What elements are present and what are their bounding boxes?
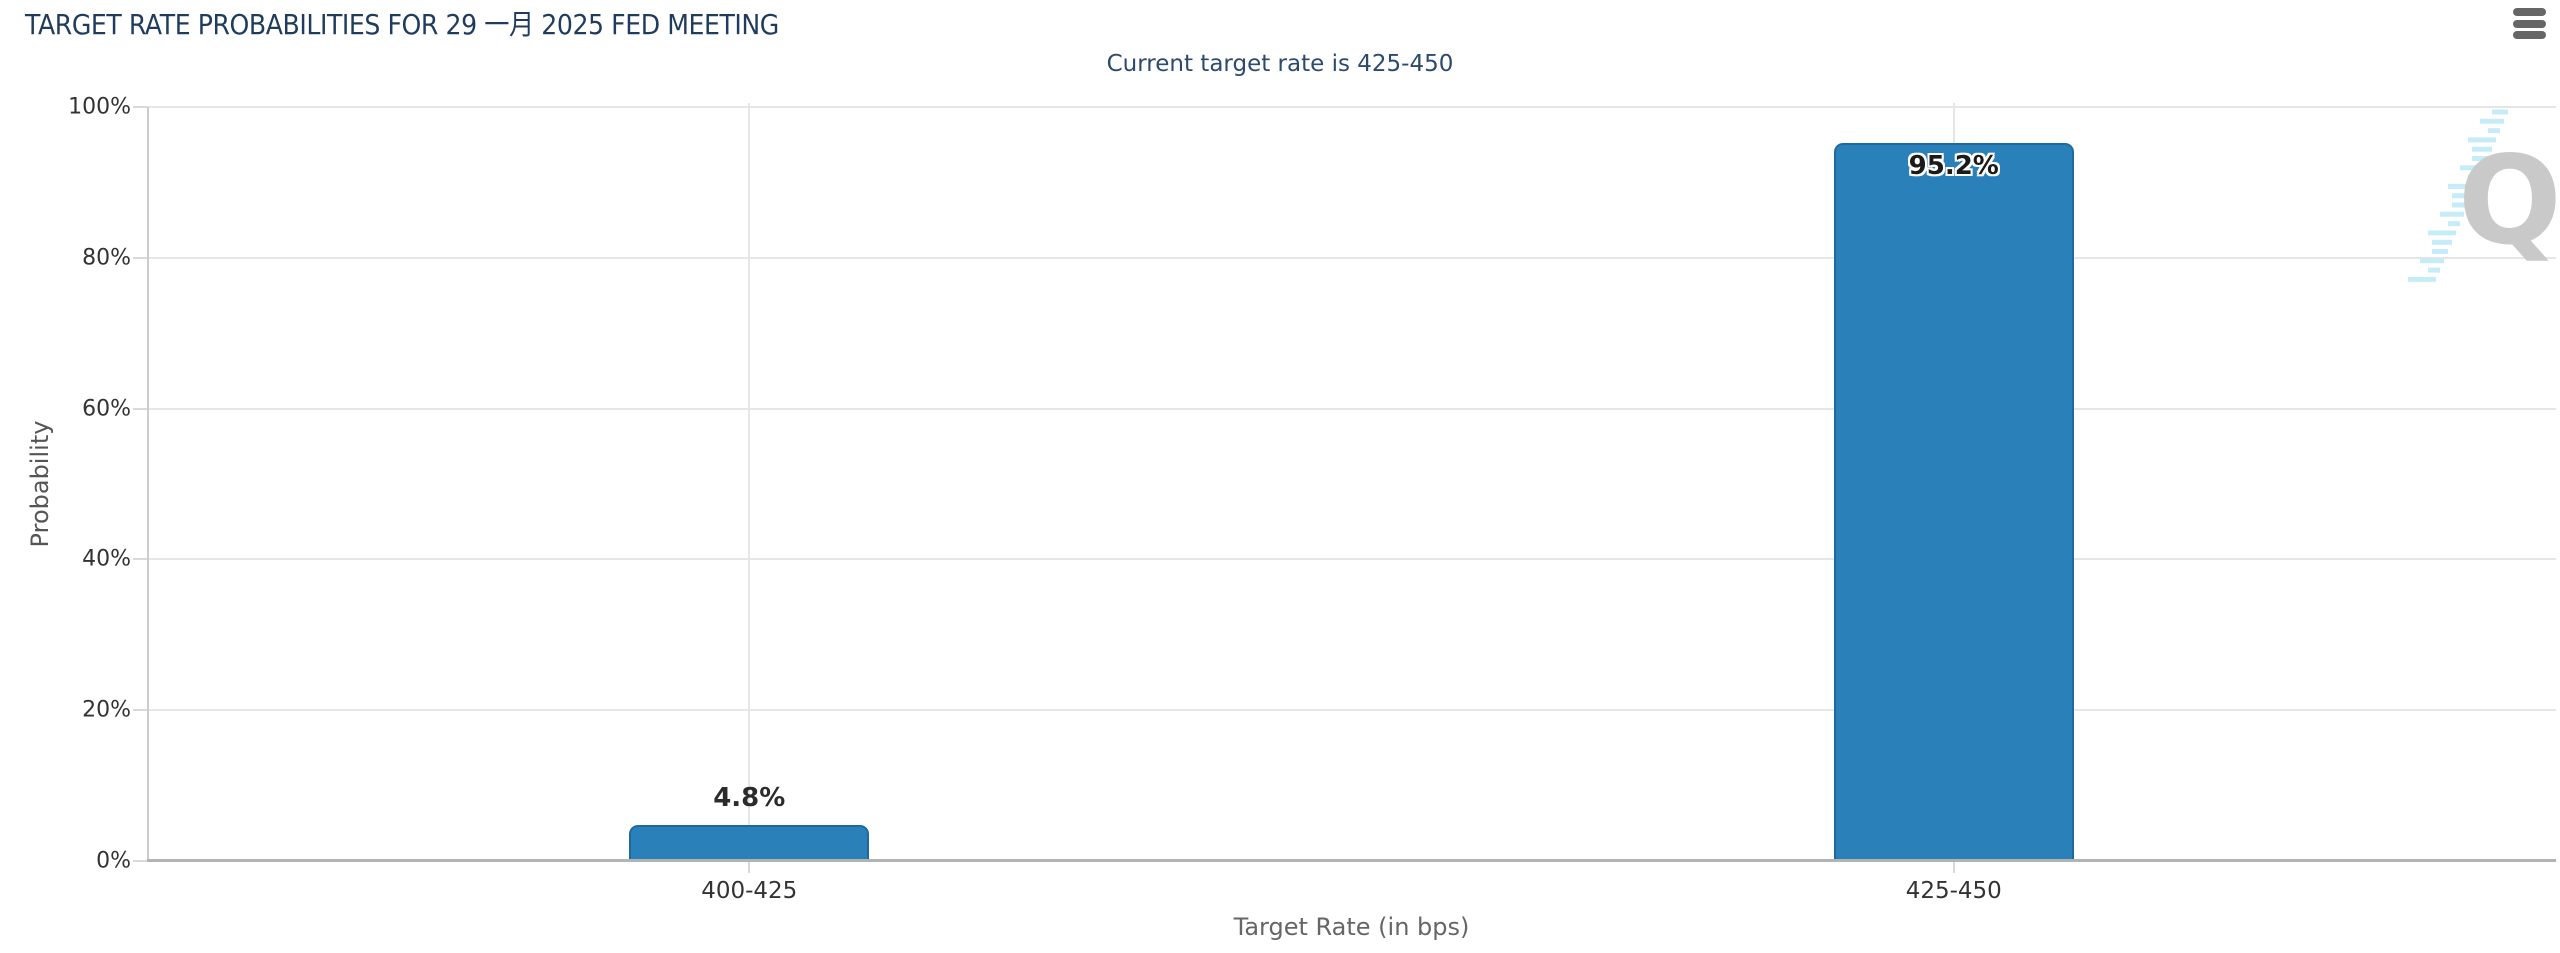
- y-tick-mark: [133, 558, 147, 561]
- y-gridline: [147, 256, 2556, 259]
- x-tick-mark: [1952, 861, 1955, 873]
- y-tick-mark: [133, 709, 147, 712]
- plot-area: 0% 20% 40% 60% 80% 100% 4.8% 400-425 95.2% 425-45…: [68, 95, 2557, 904]
- y-axis-label: 40%: [82, 546, 131, 572]
- y-gridline: [147, 407, 2556, 410]
- y-gridline: [147, 106, 2556, 108]
- y-axis-line: [147, 107, 149, 861]
- x-tick-mark: [748, 861, 751, 873]
- y-gridline: [147, 709, 2556, 712]
- y-tick-mark: [133, 106, 147, 108]
- y-axis-label: 100%: [68, 94, 131, 120]
- bar-425-450[interactable]: 95.2%: [1833, 143, 2074, 861]
- y-axis-label: 80%: [82, 245, 131, 271]
- x-axis-line: [147, 859, 2556, 862]
- x-axis-category-label: 425-450: [1905, 878, 2002, 904]
- y-axis-title: Probability: [26, 420, 54, 548]
- x-axis-category-label: 400-425: [701, 878, 798, 904]
- y-gridline: [147, 558, 2556, 561]
- category-column: 4.8% 400-425: [147, 103, 1352, 904]
- hamburger-menu-icon: [2513, 8, 2546, 16]
- y-tick-mark: [133, 860, 147, 862]
- y-tick-mark: [133, 256, 147, 259]
- y-axis-label: 0%: [96, 848, 131, 874]
- chart-subtitle: Current target rate is 425-450: [1106, 51, 1454, 77]
- y-axis-label: 60%: [82, 396, 131, 422]
- x-axis-title: Target Rate (in bps): [1233, 913, 1470, 941]
- y-tick-mark: [133, 407, 147, 410]
- bar-value-label: 4.8%: [713, 782, 786, 813]
- bar-value-label: 95.2%: [1908, 151, 1999, 182]
- category-column: 95.2% 425-450: [1352, 103, 2557, 904]
- chart-context-menu-button[interactable]: [2513, 8, 2546, 39]
- chart-title: TARGET RATE PROBABILITIES FOR 29 一月 2025…: [25, 8, 779, 41]
- y-axis-label: 20%: [82, 697, 131, 723]
- x-gridline: [748, 103, 751, 861]
- bar-400-425[interactable]: [629, 824, 870, 861]
